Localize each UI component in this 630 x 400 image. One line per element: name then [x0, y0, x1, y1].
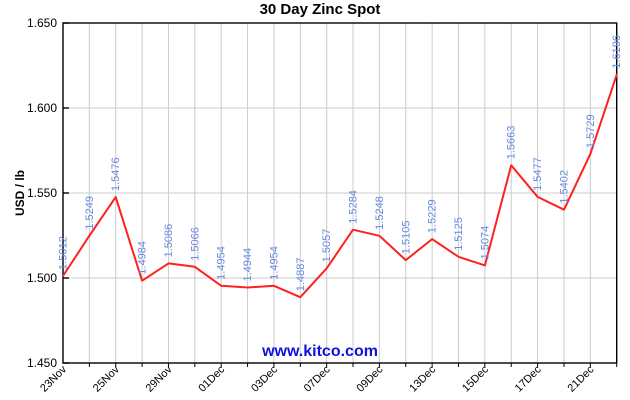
point-value-label: 1.6196	[611, 35, 623, 69]
x-tick-label: 13Dec	[407, 363, 438, 394]
point-value-label: 1.5402	[558, 170, 570, 204]
point-value-label: 1.4944	[242, 248, 254, 282]
point-value-label: 1.4954	[216, 246, 228, 280]
y-tick-label: 1.550	[27, 186, 57, 200]
point-value-label: 1.5057	[321, 229, 333, 263]
x-tick-label: 07Dec	[302, 363, 333, 394]
point-value-label: 1.5248	[374, 196, 386, 230]
axis-tick-layer	[63, 22, 618, 367]
price-line	[62, 73, 618, 299]
point-value-label: 1.4954	[268, 246, 280, 280]
point-value-label: 1.5066	[189, 227, 201, 261]
point-value-label: 1.4887	[295, 258, 307, 292]
point-value-label: 1.5477	[532, 157, 544, 191]
grid-layer	[63, 23, 618, 363]
point-value-label: 1.5125	[453, 217, 465, 251]
point-value-label: 1.5476	[110, 157, 122, 191]
point-value-label: 1.5284	[348, 190, 360, 224]
y-tick-label: 1.500	[27, 271, 57, 285]
x-tick-label: 09Dec	[355, 363, 386, 394]
chart-title: 30 Day Zinc Spot	[260, 1, 381, 18]
point-value-label: 1.5105	[400, 220, 412, 254]
y-tick-label: 1.600	[27, 101, 57, 115]
point-value-label: 1.5729	[585, 114, 597, 148]
point-value-label: 1.5663	[506, 126, 518, 160]
y-tick-label: 1.650	[27, 16, 57, 30]
x-tick-label: 17Dec	[513, 363, 544, 394]
x-tick-label: 25Nov	[91, 363, 122, 394]
point-value-label: 1.5249	[84, 196, 96, 230]
point-label-layer: 1.5012 1.5249 1.5476 1.4984 1.5086 1.5066 1.49…	[58, 35, 624, 291]
x-tick-label: 03Dec	[249, 363, 280, 394]
kitco-watermark-link[interactable]: www.kitco.com	[261, 343, 378, 360]
x-tick-label: 01Dec	[196, 363, 227, 394]
x-tick-label: 29Nov	[144, 363, 175, 394]
point-value-label: 1.5229	[427, 199, 439, 233]
y-tick-label: 1.450	[27, 356, 57, 370]
y-axis-title: USD / lb	[13, 170, 27, 216]
point-value-label: 1.5086	[163, 224, 175, 258]
x-tick-label: 21Dec	[565, 363, 596, 394]
point-value-label: 1.4984	[137, 241, 149, 275]
point-value-label: 1.5012	[58, 236, 70, 270]
x-tick-label: 15Dec	[460, 363, 491, 394]
point-value-label: 1.5074	[479, 226, 491, 260]
price-line-layer	[62, 73, 618, 299]
